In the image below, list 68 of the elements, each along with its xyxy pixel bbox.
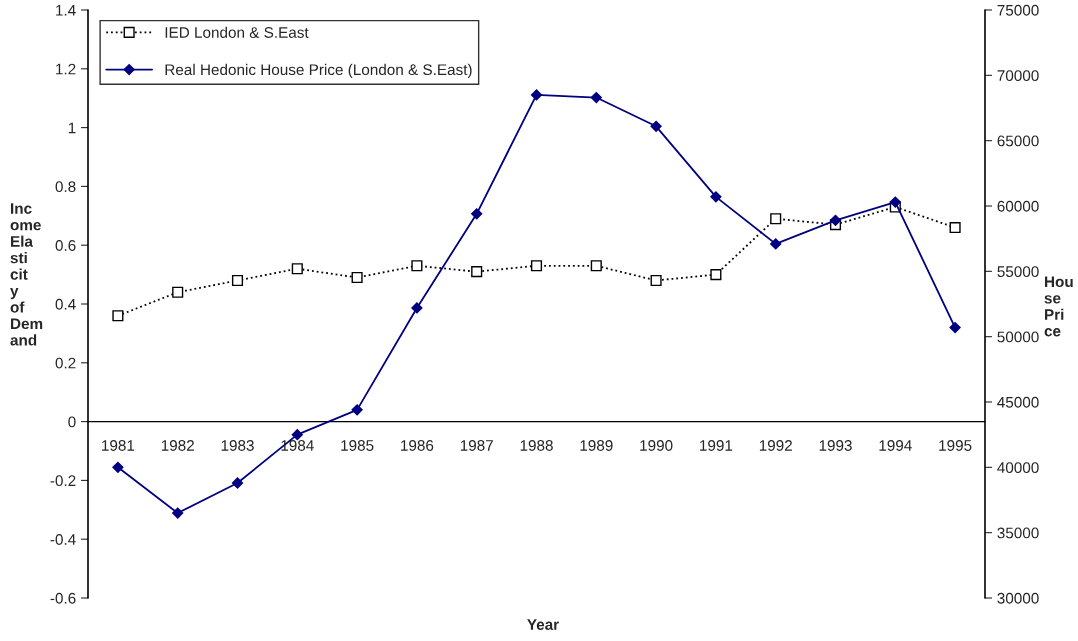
x-tick-label: 1991 [700, 440, 733, 451]
point [291, 429, 303, 441]
point [411, 260, 423, 272]
x-tick-label: 1981 [102, 440, 135, 451]
point [770, 238, 782, 250]
point [770, 213, 782, 225]
text: Income Elasticity of Demand [10, 203, 43, 346]
y2-axis-title: House Price [1044, 276, 1073, 337]
y-tick-label: -0.4 [50, 534, 76, 545]
y-tick-label: 0.8 [55, 181, 76, 193]
x-tick-label: 1995 [939, 440, 972, 451]
y2-tick-label: 65000 [997, 135, 1039, 147]
y2-tick-label: 40000 [997, 462, 1039, 474]
point [590, 260, 602, 272]
point [949, 222, 961, 234]
x-axis-title: Year [527, 619, 559, 630]
legend-label: IED London & S.East [165, 26, 309, 38]
x-tick-label: 1994 [879, 440, 912, 451]
y-tick-label: 0.6 [55, 240, 76, 251]
point [471, 266, 483, 278]
x-tick-label: 1982 [161, 440, 194, 451]
point [172, 286, 184, 298]
point [231, 477, 244, 489]
x-tick-label: 1985 [341, 440, 374, 451]
y-tick-label: -0.6 [50, 592, 76, 604]
legend-label: Real Hedonic House Price (London & S.East) [165, 63, 472, 79]
x-tick-label: 1989 [580, 440, 613, 451]
point [231, 274, 244, 287]
y2-tick-label: 70000 [997, 70, 1039, 82]
point [710, 269, 722, 281]
x-tick-label: 1987 [460, 440, 493, 451]
x-tick-label: 1990 [640, 440, 673, 451]
y-tick-label: -0.2 [50, 475, 76, 487]
point [112, 310, 124, 322]
point [291, 263, 303, 275]
x-tick-label: 1986 [401, 440, 434, 451]
x-tick-label: 1993 [819, 440, 852, 451]
y-tick-label: 1.2 [56, 63, 76, 75]
point [590, 91, 602, 104]
point [889, 196, 901, 208]
point [650, 274, 662, 287]
point [710, 191, 722, 203]
point [172, 507, 184, 519]
point [530, 89, 543, 101]
x-tick-label: 1988 [520, 440, 553, 451]
y-tick-label: 0 [68, 416, 76, 428]
point [351, 404, 363, 416]
y2-tick-label: 35000 [997, 527, 1039, 539]
y2-tick-label: 50000 [997, 331, 1039, 343]
y-tick-label: 1.4 [56, 5, 76, 16]
y2-tick-label: 45000 [997, 396, 1039, 408]
y2-tick-label: 55000 [997, 266, 1039, 278]
y2-tick-label: 75000 [997, 4, 1039, 16]
point [112, 461, 124, 473]
point [530, 260, 543, 272]
point [829, 214, 842, 226]
point [351, 271, 363, 284]
point [650, 120, 662, 132]
y2-tick-label: 30000 [997, 592, 1039, 604]
point [411, 302, 423, 314]
y2-tick-label: 60000 [997, 200, 1039, 212]
point [471, 208, 483, 220]
y-tick-label: 1 [68, 122, 76, 134]
x-tick-label: 1983 [221, 440, 254, 451]
y-tick-label: 0.2 [55, 357, 76, 369]
y-tick-label: 0.4 [55, 298, 76, 310]
x-tick-label: 1992 [759, 440, 792, 451]
point [949, 321, 961, 334]
